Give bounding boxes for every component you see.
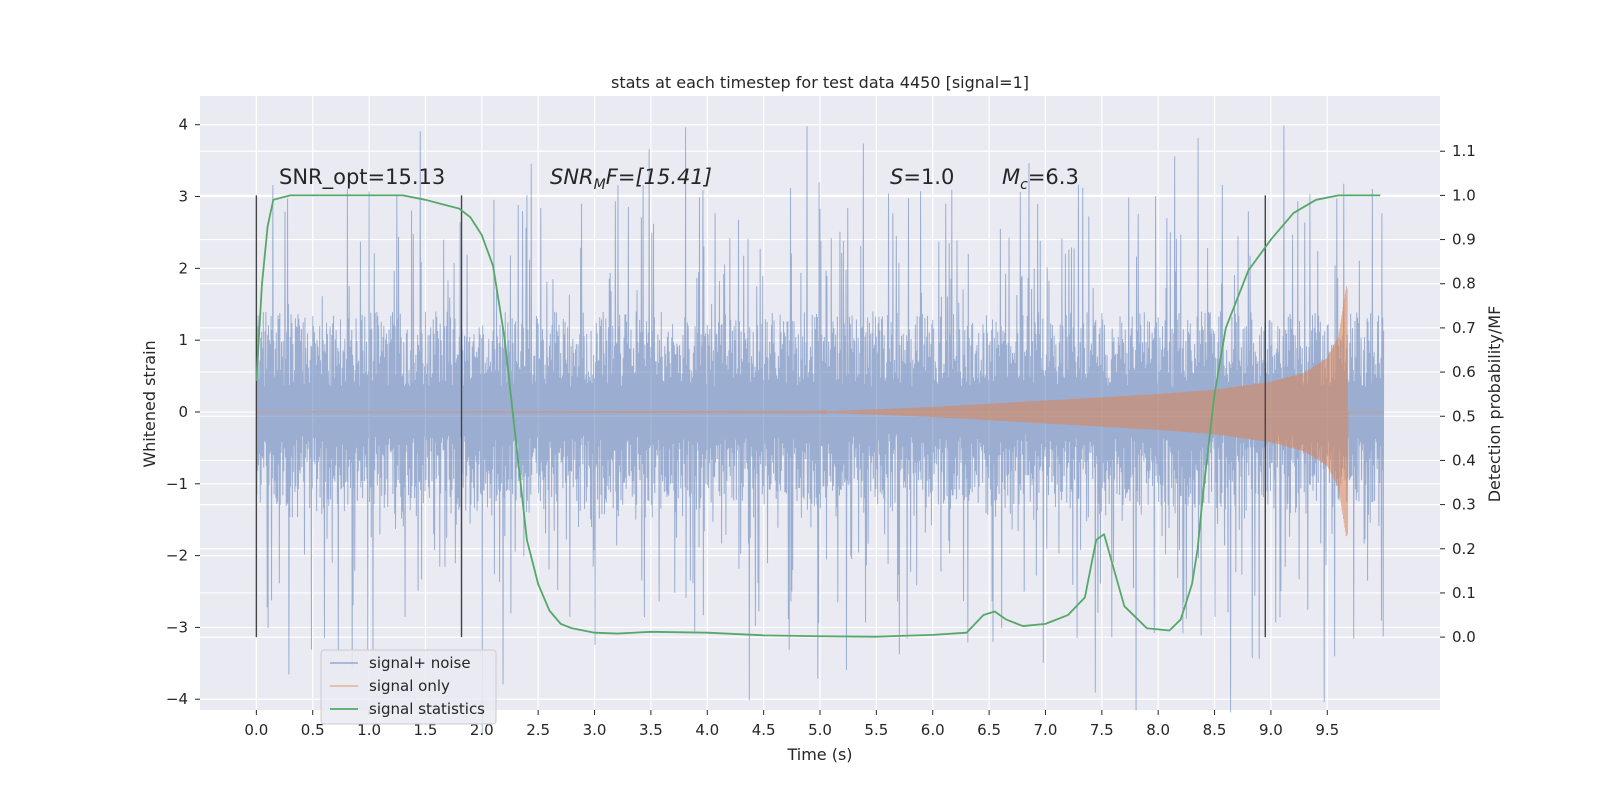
y2-axis-label: Detection probability/MF bbox=[1485, 306, 1504, 503]
annotation-mc-sub: c bbox=[1020, 177, 1028, 193]
y2-tick-label: 0.9 bbox=[1452, 231, 1476, 249]
signal-statistics-line bbox=[255, 194, 1381, 638]
annotation-s-rest: =1.0 bbox=[903, 165, 954, 189]
x-tick-label: 2.5 bbox=[526, 721, 550, 739]
x-tick-label: 8.5 bbox=[1203, 721, 1227, 739]
x-tick-label: 0.5 bbox=[301, 721, 325, 739]
y2-axis-ticks: 1.1 1.0 0.9 0.8 0.7 0.6 0.5 0.4 0.3 0.2 0.1 0.0 bbox=[1440, 142, 1476, 646]
legend-label-stats: signal statistics bbox=[369, 700, 485, 718]
signal-only-line bbox=[256, 286, 1384, 537]
x-tick-label: 6.0 bbox=[921, 721, 945, 739]
annotation-s: S=1.0 bbox=[890, 165, 954, 189]
chart-title: stats at each timestep for test data 445… bbox=[611, 73, 1029, 92]
x-tick-label: 5.5 bbox=[864, 721, 888, 739]
x-tick-label: 4.0 bbox=[695, 721, 719, 739]
y2-tick-label: 0.3 bbox=[1452, 496, 1476, 514]
legend-box bbox=[320, 649, 497, 725]
x-tick-label: 2.0 bbox=[470, 721, 494, 739]
x-tick-label: 5.0 bbox=[808, 721, 832, 739]
x-tick-label: 6.5 bbox=[977, 721, 1001, 739]
y-tick-label: 1 bbox=[178, 331, 188, 349]
y-tick-label: 3 bbox=[178, 188, 188, 206]
annotation-snr-opt: SNR_opt=15.13 bbox=[279, 165, 445, 190]
y2-tick-label: 0.0 bbox=[1452, 628, 1476, 646]
y-tick-label: −4 bbox=[166, 690, 188, 708]
x-tick-label: 1.5 bbox=[414, 721, 438, 739]
y-tick-label: −3 bbox=[166, 618, 188, 636]
x-axis-ticks: 0.0 0.5 1.0 1.5 2.0 2.5 3.0 3.5 4.0 4.5 5.0 5.5 6.0 6… bbox=[244, 710, 1339, 739]
y-axis-label: Whitened strain bbox=[140, 340, 159, 467]
x-tick-label: 9.5 bbox=[1315, 721, 1339, 739]
x-tick-label: 0.0 bbox=[244, 721, 268, 739]
y-tick-label: 4 bbox=[178, 116, 188, 134]
y2-tick-label: 0.8 bbox=[1452, 275, 1476, 293]
x-tick-label: 3.5 bbox=[639, 721, 663, 739]
y-tick-label: −1 bbox=[166, 475, 188, 493]
signal-statistics-series bbox=[255, 194, 1381, 638]
annotation-mc: Mc=6.3 bbox=[1002, 165, 1079, 193]
x-axis-label: Time (s) bbox=[786, 745, 852, 764]
x-tick-label: 3.0 bbox=[583, 721, 607, 739]
x-tick-label: 9.0 bbox=[1259, 721, 1283, 739]
x-tick-label: 7.5 bbox=[1090, 721, 1114, 739]
y2-tick-label: 0.6 bbox=[1452, 363, 1476, 381]
vertical-markers bbox=[255, 195, 1266, 638]
annotation-snr-mf: SNRMF=[15.41] bbox=[550, 165, 712, 193]
y-tick-label: 2 bbox=[178, 259, 188, 277]
x-tick-label: 8.0 bbox=[1146, 721, 1170, 739]
annotation-mc-main: M bbox=[1002, 165, 1020, 189]
y2-tick-label: 0.5 bbox=[1452, 407, 1476, 425]
x-tick-label: 7.0 bbox=[1034, 721, 1058, 739]
y2-tick-label: 1.1 bbox=[1452, 142, 1476, 160]
y2-tick-label: 1.0 bbox=[1452, 186, 1476, 204]
x-tick-label: 1.0 bbox=[357, 721, 381, 739]
legend-label-noise: signal+ noise bbox=[369, 654, 471, 672]
annotation-s-main: S bbox=[890, 165, 903, 189]
y-tick-label: 0 bbox=[178, 403, 188, 421]
annotation-mc-rest: =6.3 bbox=[1028, 165, 1079, 189]
legend-label-signal: signal only bbox=[369, 677, 450, 695]
annotation-snr-mf-rest: F=[15.41] bbox=[606, 165, 712, 189]
y2-tick-label: 0.4 bbox=[1452, 451, 1476, 469]
y2-tick-label: 0.7 bbox=[1452, 319, 1476, 337]
y2-tick-label: 0.1 bbox=[1452, 584, 1476, 602]
signal-only-series bbox=[256, 286, 1384, 537]
x-tick-label: 4.5 bbox=[752, 721, 776, 739]
annotation-snr-mf-main: SNR bbox=[550, 165, 594, 189]
legend: signal+ noise signal only signal statist… bbox=[320, 649, 497, 725]
y2-tick-label: 0.2 bbox=[1452, 540, 1476, 558]
annotation-snr-mf-sub: M bbox=[594, 177, 606, 193]
y-tick-label: −2 bbox=[166, 547, 188, 565]
y-axis-ticks: 4 3 2 1 0 −1 −2 −3 −4 bbox=[166, 116, 200, 708]
